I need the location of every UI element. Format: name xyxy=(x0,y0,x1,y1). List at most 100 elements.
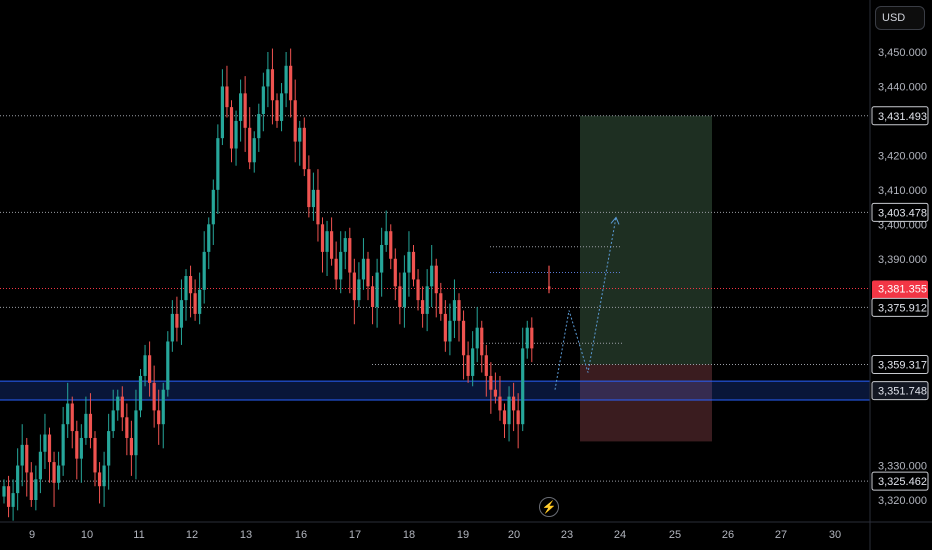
candle-body xyxy=(484,355,488,376)
candle-body xyxy=(275,100,279,121)
currency-button[interactable]: USD xyxy=(875,6,925,30)
candle-body xyxy=(480,327,484,356)
candle-body xyxy=(389,231,393,259)
candle-body xyxy=(507,396,511,425)
candle-body xyxy=(430,265,434,287)
candle-body xyxy=(161,389,165,425)
y-tick-label: 3,420.000 xyxy=(878,150,927,162)
candle-body xyxy=(521,348,525,425)
candle-body xyxy=(88,413,93,438)
candle-body xyxy=(407,251,411,273)
levels-layer xyxy=(0,115,870,482)
candle-body xyxy=(20,444,24,466)
candle-body xyxy=(493,389,497,397)
candle-body xyxy=(320,224,325,252)
candle-body xyxy=(261,86,265,115)
candle-body xyxy=(302,127,306,170)
y-tick-label: 3,320.000 xyxy=(878,495,927,507)
candle-body xyxy=(29,472,33,500)
candle-body xyxy=(229,107,234,149)
candle-body xyxy=(43,434,47,452)
candle-body xyxy=(52,462,56,483)
price-level-label: 3,431.493 xyxy=(878,111,927,123)
candle-body xyxy=(107,431,111,466)
candle-body xyxy=(148,355,152,383)
x-tick-label: 19 xyxy=(457,529,469,541)
candle-body xyxy=(330,231,334,259)
candle-body xyxy=(270,69,275,101)
price-level-tag xyxy=(871,355,929,375)
candle-body xyxy=(489,375,493,390)
zones-layer xyxy=(0,115,870,442)
candle-body xyxy=(411,251,416,280)
price-level-tag xyxy=(871,106,929,126)
candle-body xyxy=(34,479,38,500)
candle-body xyxy=(311,189,315,208)
lightning-icon[interactable]: ⚡ xyxy=(539,497,559,517)
candle-body xyxy=(307,169,311,208)
candle-body xyxy=(116,396,120,411)
price-level-label: 3,351.748 xyxy=(878,386,927,398)
candle-body xyxy=(461,320,466,356)
x-tick-label: 24 xyxy=(614,529,626,541)
candle-body xyxy=(248,127,252,163)
candle-body xyxy=(298,127,302,142)
candle-body xyxy=(175,313,179,328)
candle-body xyxy=(512,396,516,411)
candle-body xyxy=(134,410,138,456)
candle-body xyxy=(70,403,74,432)
candle-body xyxy=(252,138,256,163)
candle-body xyxy=(471,348,475,376)
x-tick-label: 17 xyxy=(349,529,361,541)
candle-body xyxy=(111,410,115,432)
candle-body xyxy=(125,417,129,438)
candle-body xyxy=(402,272,406,308)
candle-body xyxy=(530,327,534,349)
candle-body xyxy=(234,120,238,149)
projection-arrowhead xyxy=(610,216,620,225)
candle-body xyxy=(443,313,447,342)
candle-body xyxy=(279,93,284,121)
candle-body xyxy=(289,65,293,101)
candle-body xyxy=(216,138,220,190)
x-tick-label: 30 xyxy=(829,529,841,541)
candle-body xyxy=(421,300,425,314)
candle-body xyxy=(516,410,520,425)
candle-body xyxy=(348,238,352,273)
y-tick-label: 3,400.000 xyxy=(878,219,927,231)
price-level-tag xyxy=(871,471,929,491)
candle-body xyxy=(84,413,88,438)
x-tick-label: 25 xyxy=(669,529,681,541)
projection-layer xyxy=(554,216,620,390)
candle-body xyxy=(357,279,361,301)
price-level-label: 3,359.317 xyxy=(878,360,927,372)
candle-body xyxy=(6,486,11,507)
candle-body xyxy=(138,375,143,411)
candle-body xyxy=(448,320,452,342)
candle-body xyxy=(416,279,420,301)
price-level-label: 3,325.462 xyxy=(878,476,927,488)
candle-body xyxy=(375,272,379,308)
candle-body xyxy=(79,437,83,459)
candle-body xyxy=(398,286,402,308)
candle-body xyxy=(439,293,443,314)
candle-body xyxy=(166,341,170,390)
x-tick-label: 20 xyxy=(508,529,520,541)
current-price-label: 3,381.355 xyxy=(878,284,927,296)
candle-body xyxy=(66,403,70,425)
candle-body xyxy=(47,434,52,463)
candle-body xyxy=(143,355,147,376)
candle-body xyxy=(152,382,156,411)
candle-body xyxy=(266,69,270,87)
candle-body xyxy=(339,251,343,280)
y-tick-label: 3,410.000 xyxy=(878,185,927,197)
x-tick-label: 18 xyxy=(403,529,415,541)
candle-body xyxy=(179,300,184,328)
candle-body xyxy=(466,355,470,376)
profit-zone xyxy=(580,115,712,365)
candle-body xyxy=(502,410,507,425)
candle-body xyxy=(425,286,429,314)
candles-layer xyxy=(2,48,551,521)
x-tick-label: 10 xyxy=(81,529,93,541)
